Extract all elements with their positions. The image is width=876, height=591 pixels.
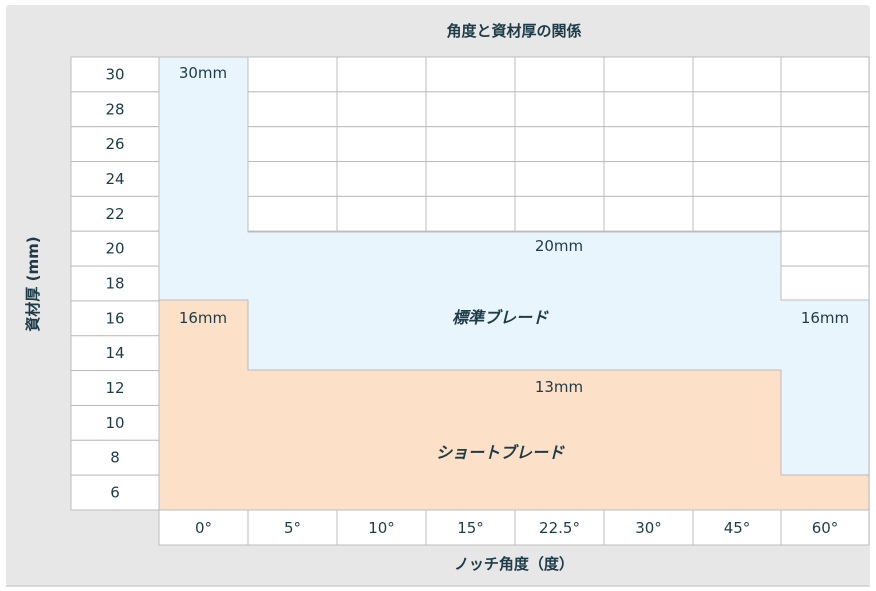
grid-cell <box>425 161 516 197</box>
short-blade-label: ショートブレード <box>436 443 565 462</box>
column-label: 30° <box>635 519 662 537</box>
grid-cell <box>692 126 782 163</box>
grid-cell <box>514 161 605 197</box>
column-label: 45° <box>724 519 751 537</box>
label-20mm: 20mm <box>535 237 583 255</box>
grid-cell <box>603 195 694 232</box>
grid-cell <box>425 195 516 232</box>
grid-cell <box>425 126 516 163</box>
label-16mm-0deg: 16mm <box>179 309 227 327</box>
grid-cell <box>780 230 870 267</box>
grid-cell <box>336 126 427 163</box>
grid-cell <box>247 161 338 197</box>
grid-cell <box>247 56 338 93</box>
row-label: 14 <box>105 344 124 362</box>
row-label: 18 <box>105 275 124 293</box>
grid-cell <box>692 161 782 197</box>
diagram-title: 角度と資材厚の関係 <box>446 22 581 40</box>
grid-cell <box>336 91 427 128</box>
y-axis-label: 資材厚 (mm) <box>24 236 42 331</box>
row-label: 26 <box>105 135 124 153</box>
grid-cell <box>425 56 516 93</box>
grid-cell <box>247 126 338 163</box>
grid-cell <box>336 195 427 232</box>
grid-cell <box>603 161 694 197</box>
grid-cell <box>780 56 870 93</box>
grid-cell <box>247 195 338 232</box>
row-label-cell <box>70 161 160 197</box>
x-axis-label: ノッチ角度（度） <box>454 555 574 573</box>
column-label: 15° <box>457 519 484 537</box>
row-label: 6 <box>110 484 120 502</box>
grid-cell <box>692 91 782 128</box>
grid-cell <box>692 195 782 232</box>
column-label: 10° <box>368 519 395 537</box>
row-label: 12 <box>105 379 124 397</box>
column-label: 0° <box>195 519 212 537</box>
row-label-cell <box>70 56 160 93</box>
row-label: 16 <box>105 309 124 327</box>
row-label-cell <box>70 91 160 128</box>
grid-cell <box>514 126 605 163</box>
grid-cell <box>603 126 694 163</box>
column-label-cell <box>692 509 782 546</box>
grid-cell <box>603 56 694 93</box>
grid-cell <box>780 91 870 128</box>
row-label-cell <box>70 404 160 441</box>
row-label: 24 <box>105 170 124 188</box>
grid-cell <box>780 195 870 232</box>
row-label: 20 <box>105 240 124 258</box>
short-blade-region <box>158 299 870 511</box>
grid-cell <box>514 56 605 93</box>
row-label: 8 <box>110 449 120 467</box>
column-label: 60° <box>812 519 839 537</box>
grid-cell <box>514 91 605 128</box>
grid-cell <box>336 56 427 93</box>
grid-cell <box>780 126 870 163</box>
grid-cell <box>425 91 516 128</box>
grid-cell <box>336 161 427 197</box>
label-13mm: 13mm <box>535 378 583 396</box>
column-label-cell <box>336 509 427 546</box>
grid-cell <box>514 195 605 232</box>
grid-cell <box>692 56 782 93</box>
grid-cell <box>247 91 338 128</box>
grid-cell <box>603 91 694 128</box>
label-30mm: 30mm <box>179 64 227 82</box>
column-label: 22.5° <box>539 519 580 537</box>
row-label-cell <box>70 474 160 511</box>
row-label-cell <box>70 439 160 476</box>
column-label-cell <box>514 509 605 546</box>
column-label-cell <box>247 509 338 546</box>
row-label: 30 <box>105 65 124 83</box>
column-label: 5° <box>284 519 301 537</box>
row-label-cell <box>70 126 160 163</box>
grid-cell <box>780 161 870 197</box>
row-label: 28 <box>105 100 124 118</box>
label-16mm-60deg: 16mm <box>801 309 849 327</box>
column-label-cell <box>603 509 694 546</box>
row-label: 22 <box>105 205 124 223</box>
row-label: 10 <box>105 414 124 432</box>
grid-cell <box>780 265 870 302</box>
standard-blade-label: 標準ブレード <box>452 308 549 327</box>
